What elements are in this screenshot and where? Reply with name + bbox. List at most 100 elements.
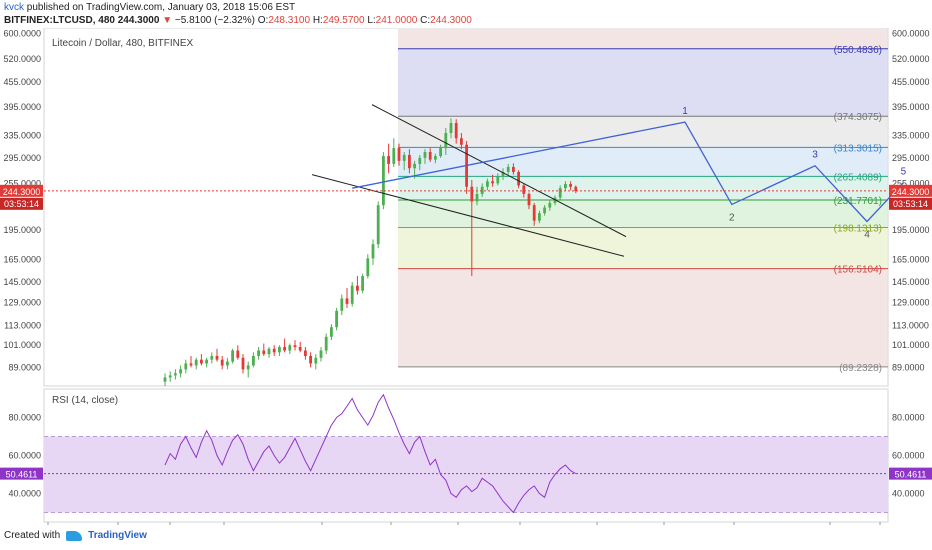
y-tick-label-left: 455.0000	[3, 77, 41, 87]
y-tick-label-right: 113.0000	[892, 321, 929, 331]
candle-body	[491, 181, 494, 184]
price-change: −5.8100 (−2.32%)	[174, 15, 255, 26]
publish-info: published on TradingView.com, January 03…	[26, 2, 296, 13]
candle-body	[382, 156, 385, 206]
candle-body	[314, 357, 318, 364]
wave-label: 4	[864, 229, 870, 240]
candle-body	[574, 186, 578, 192]
wave-label: 3	[812, 150, 818, 161]
last-price-badge-text: 244.3000	[892, 187, 930, 197]
y-tick-label-right: 455.0000	[892, 77, 930, 87]
high-label: H:	[312, 15, 323, 26]
author-name[interactable]: kvck	[4, 2, 24, 13]
countdown-badge-text: 03:53:14	[4, 199, 39, 209]
candle-body	[376, 205, 380, 245]
y-tick-label-right: 145.0000	[892, 277, 930, 287]
candle-body	[434, 156, 437, 160]
rsi-band	[44, 436, 888, 513]
rsi-tick-left: 60.0000	[8, 451, 41, 461]
rsi-title: RSI (14, close)	[52, 395, 118, 406]
candle-body	[428, 152, 432, 160]
last-price: 244.3000	[117, 15, 160, 26]
candle-body	[408, 154, 411, 169]
y-tick-label-right: 165.0000	[892, 254, 930, 264]
fib-level-label: (265.4089)	[834, 172, 882, 183]
y-tick-label-left: 129.0000	[3, 297, 41, 307]
y-tick-label-left: 165.0000	[3, 254, 41, 264]
candle-body	[527, 193, 531, 206]
countdown-badge	[0, 197, 43, 210]
chart-svg[interactable]: (550.4836) (374.3075) (313.3015) (265.4089)…	[0, 28, 932, 528]
header-line-1: kvck published on TradingView.com, Janua…	[4, 2, 295, 13]
candle-body	[460, 138, 463, 145]
candle-body	[272, 348, 276, 353]
y-tick-label-left: 295.0000	[3, 153, 41, 163]
rsi-pane: RSI (14, close) 80.0000 80.0000 60.0000 60.0…	[0, 388, 932, 523]
candle-body	[356, 285, 359, 291]
fib-zone	[398, 48, 888, 117]
y-tick-label-right: 255.0000	[892, 178, 930, 188]
y-tick-label-right: 295.0000	[892, 153, 930, 163]
low-value: 241.0000	[375, 15, 418, 26]
tradingview-brand[interactable]: TradingView	[88, 530, 147, 541]
rsi-tick-right: 60.0000	[892, 451, 925, 461]
candle-body	[564, 184, 567, 189]
lower-trendline	[311, 174, 625, 257]
last-price-badge	[889, 184, 932, 197]
footer: Created with TradingView	[4, 530, 147, 541]
candle-body	[174, 373, 177, 376]
candle-body	[189, 363, 193, 366]
candle-body	[163, 377, 167, 382]
candle-body	[558, 188, 562, 198]
y-tick-label-left: 335.0000	[3, 131, 41, 141]
candle-body	[402, 154, 406, 161]
last-price-badge	[0, 184, 43, 197]
candle-body	[210, 355, 214, 360]
candle-body	[283, 346, 286, 351]
candle-body	[454, 123, 458, 139]
countdown-badge-text: 03:53:14	[893, 199, 928, 209]
y-tick-label-left: 395.0000	[3, 102, 41, 112]
fib-zone	[398, 116, 888, 148]
created-with-label: Created with	[4, 530, 61, 541]
y-tick-label-right: 129.0000	[892, 297, 930, 307]
candle-body	[236, 350, 240, 358]
fib-level-label: (313.3015)	[834, 143, 882, 154]
candle-body	[324, 336, 328, 351]
candle-body	[496, 176, 500, 184]
candle-body	[543, 207, 546, 214]
candle-body	[319, 350, 323, 358]
candle-body	[205, 359, 208, 364]
fib-zone	[398, 147, 888, 177]
fib-level-label: (198.1313)	[834, 223, 882, 234]
candle-body	[340, 298, 344, 311]
candle-body	[304, 350, 307, 356]
candle-body	[522, 185, 526, 194]
candle-body	[449, 123, 453, 134]
fib-level-label: (231.7701)	[834, 196, 882, 207]
countdown-badge	[889, 197, 932, 210]
candle-body	[220, 359, 224, 366]
y-tick-label-right: 335.0000	[892, 131, 930, 141]
candle-body	[215, 355, 219, 360]
rsi-value-badge	[889, 467, 932, 480]
fib-level-label: (156.5104)	[834, 265, 882, 276]
candle-body	[278, 346, 281, 353]
y-tick-label-left: 520.0000	[3, 54, 41, 64]
candle-body	[470, 186, 474, 202]
chart-area[interactable]: (550.4836) (374.3075) (313.3015) (265.4089)…	[0, 28, 932, 528]
candle-body	[262, 350, 266, 355]
rsi-value-badge	[0, 467, 43, 480]
candle-body	[439, 148, 442, 157]
y-tick-label-right: 600.0000	[892, 29, 930, 39]
candle-body	[517, 172, 520, 186]
candle-body	[532, 205, 536, 221]
header-line-2: BITFINEX:LTCUSD, 480 244.3000 ▼ −5.8100 …	[4, 15, 472, 26]
candle-body	[335, 310, 338, 328]
tradingview-logo-icon	[66, 530, 83, 541]
candle-body	[179, 369, 182, 374]
candle-body	[194, 359, 198, 366]
candle-body	[371, 244, 375, 259]
fib-zone-top	[398, 29, 888, 49]
candle-body	[200, 359, 203, 364]
